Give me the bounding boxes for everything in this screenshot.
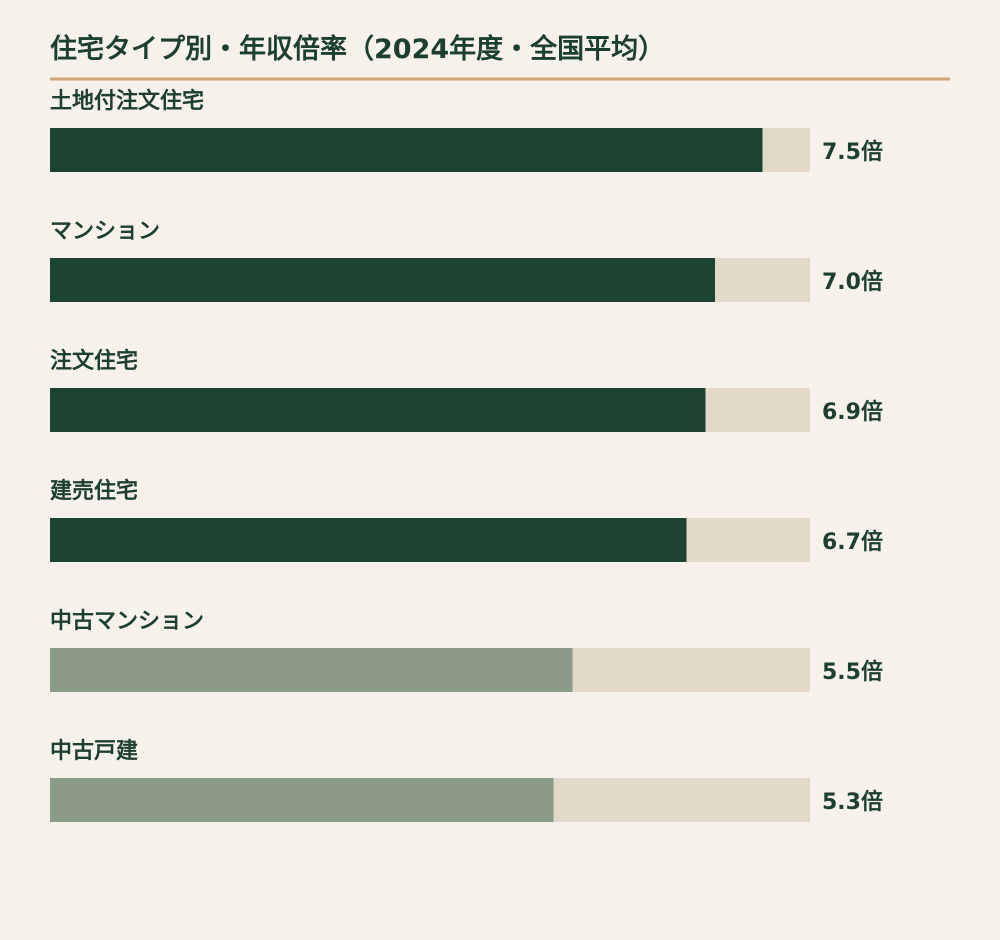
bar bbox=[50, 778, 554, 822]
category-label: 中古戸建 bbox=[50, 738, 138, 764]
chart-title: 住宅タイプ別・年収倍率（2024年度・全国平均） bbox=[50, 33, 665, 65]
value-label: 6.7倍 bbox=[822, 529, 883, 555]
value-label: 5.5倍 bbox=[822, 659, 883, 685]
bar bbox=[50, 258, 715, 302]
bar bbox=[50, 128, 763, 172]
category-label: 建売住宅 bbox=[50, 478, 138, 504]
value-label: 6.9倍 bbox=[822, 399, 883, 425]
category-label: マンション bbox=[50, 219, 160, 244]
category-label: 注文住宅 bbox=[50, 348, 138, 374]
value-label: 5.3倍 bbox=[822, 789, 883, 815]
bar bbox=[50, 388, 706, 432]
value-label: 7.0倍 bbox=[822, 269, 883, 295]
value-label: 7.5倍 bbox=[822, 139, 883, 165]
category-label: 土地付注文住宅 bbox=[50, 88, 204, 114]
bar bbox=[50, 648, 573, 692]
bar bbox=[50, 518, 687, 562]
category-label: 中古マンション bbox=[50, 608, 204, 634]
